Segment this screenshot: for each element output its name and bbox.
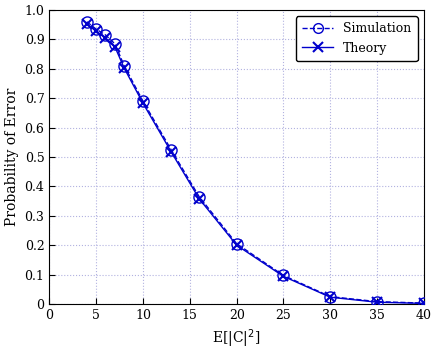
Legend: Simulation, Theory: Simulation, Theory	[296, 16, 418, 61]
X-axis label: E[|C|$^2$]: E[|C|$^2$]	[212, 327, 261, 350]
Y-axis label: Probability of Error: Probability of Error	[5, 88, 19, 226]
